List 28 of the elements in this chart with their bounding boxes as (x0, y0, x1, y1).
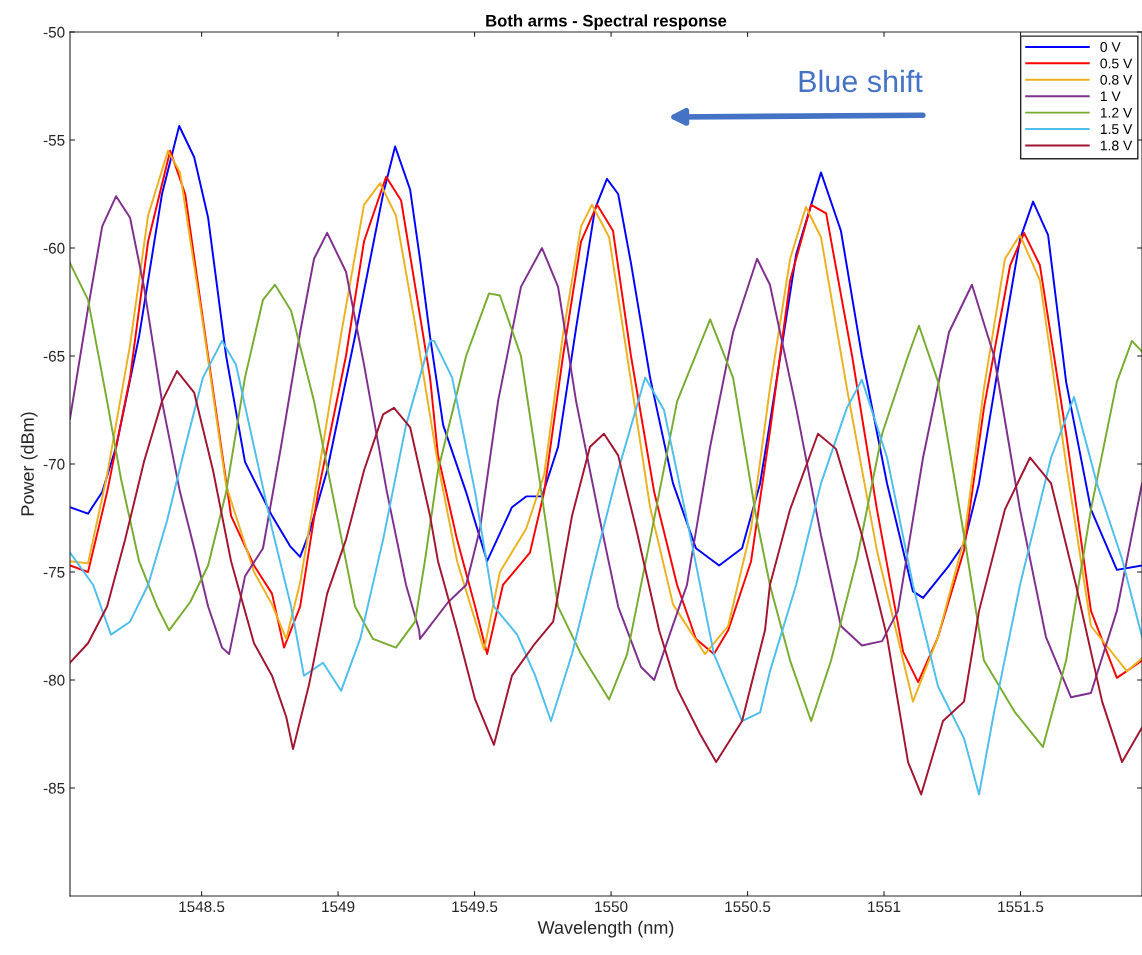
x-axis-title: Wavelength (nm) (537, 920, 674, 938)
legend-label: 1 V (1100, 91, 1121, 102)
legend-label: 1.5 V (1100, 124, 1133, 135)
y-axis-title: Power (dBm) (20, 412, 38, 516)
y-tick-label: -70 (43, 458, 65, 470)
line-series (70, 262, 1142, 748)
y-tick-label: -65 (43, 350, 65, 362)
y-tick-label: -55 (43, 135, 65, 146)
x-tick-label: 1550 (595, 901, 628, 913)
x-tick-label: 1551 (868, 901, 901, 913)
x-tick-label: 1549.5 (452, 901, 498, 913)
line-series (70, 124, 1142, 599)
y-tick-label: -80 (43, 674, 65, 686)
y-tick-label: -50 (43, 26, 65, 38)
legend-label: 0 V (1100, 42, 1121, 52)
legend-label: 1.2 V (1100, 107, 1133, 118)
y-tick-label: -75 (43, 567, 65, 578)
legend-label: 0.5 V (1100, 58, 1133, 69)
x-tick-label: 1549 (322, 901, 355, 913)
x-tick-label: 1548.5 (179, 901, 225, 913)
legend-label: 1.8 V (1100, 140, 1133, 151)
y-tick-label: -85 (43, 782, 65, 794)
x-tick-label: 1550.5 (725, 901, 771, 913)
y-tick-label: -60 (43, 242, 65, 254)
legend-label: 0.8 V (1100, 74, 1133, 85)
x-tick-label: 1551.5 (998, 901, 1044, 913)
chart-title: Both arms - Spectral response (486, 14, 727, 30)
annotation: Blue shift (799, 69, 923, 93)
